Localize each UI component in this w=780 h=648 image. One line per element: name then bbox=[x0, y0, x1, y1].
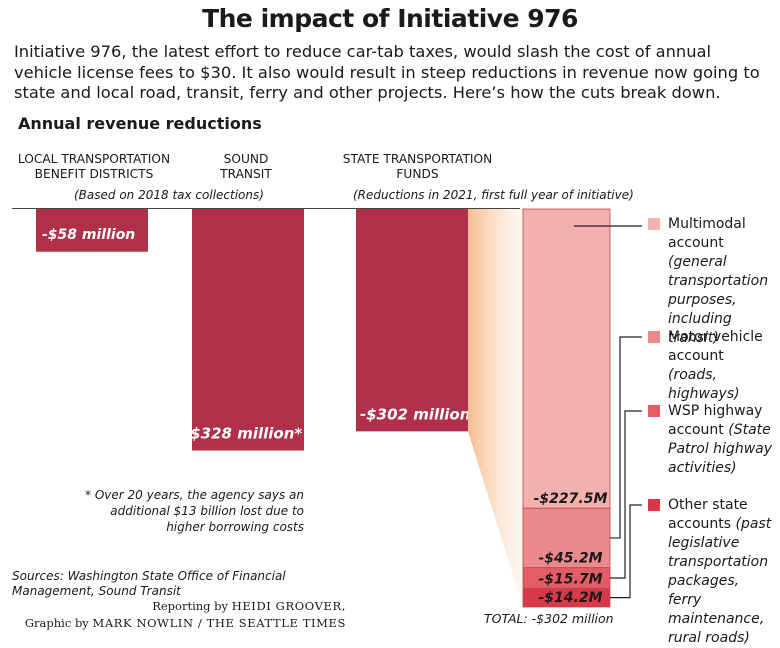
reporting-prefix: Reporting by bbox=[152, 599, 229, 613]
artist-name: MARK NOWLIN / THE SEATTLE TIMES bbox=[92, 616, 346, 630]
note-2018: (Based on 2018 tax collections) bbox=[74, 188, 264, 202]
legend-motor-vehicle: Motor vehicle account (roads, highways) bbox=[648, 328, 776, 404]
segment-label-wsp-highway: -$15.7M bbox=[538, 571, 602, 587]
legend-name: Multimodal account bbox=[668, 216, 746, 251]
section-label: Annual revenue reductions bbox=[18, 114, 262, 133]
leader-line bbox=[610, 410, 642, 579]
legend-swatch bbox=[648, 331, 660, 343]
segment-label-motor-vehicle: -$45.2M bbox=[538, 551, 602, 567]
bar-label-sound: -$328 million* bbox=[184, 425, 302, 443]
bar-label-state: -$302 million bbox=[360, 405, 470, 423]
sound-column-heading: SOUND TRANSIT bbox=[220, 152, 272, 181]
credits: Reporting by HEIDI GROOVER, Graphic by M… bbox=[20, 598, 346, 632]
segment-motor-vehicle bbox=[522, 507, 611, 569]
legend-description: (roads, highways) bbox=[668, 367, 740, 402]
legend-other-state: Other state accounts (past legislative t… bbox=[648, 496, 776, 648]
legend-description: (past legislative transportation package… bbox=[668, 516, 772, 646]
state-column-heading: STATE TRANSPORTATION FUNDS bbox=[342, 152, 493, 181]
sources: Sources: Washington State Office of Fina… bbox=[12, 569, 286, 598]
legend-description: (State Patrol highway activities) bbox=[668, 422, 773, 476]
intro-text: Initiative 976, the latest effort to red… bbox=[14, 42, 760, 102]
chart-canvas: -$58 million-$328 million*-$302 million … bbox=[12, 208, 642, 608]
leader-line bbox=[610, 504, 642, 599]
legend-swatch bbox=[648, 218, 660, 230]
graphic-prefix: Graphic by bbox=[24, 616, 89, 630]
segment-label-other-state: -$14.2M bbox=[538, 590, 602, 606]
legend-name: WSP highway account bbox=[668, 403, 763, 438]
legend-multimodal: Multimodal account (general transportati… bbox=[648, 215, 776, 348]
local-column-heading: LOCAL TRANSPORTATION BENEFIT DISTRICTS bbox=[17, 152, 171, 181]
note-2021: (Reductions in 2021, first full year of … bbox=[353, 188, 634, 202]
legend-swatch bbox=[648, 499, 660, 511]
segment-label-multimodal: -$227.5M bbox=[534, 491, 608, 507]
reporter-name: HEIDI GROOVER, bbox=[231, 599, 346, 613]
legend-wsp-highway: WSP highway account (State Patrol highwa… bbox=[648, 402, 776, 478]
bar-sound-transit bbox=[192, 209, 304, 451]
legend-description: (general transportation purposes, includ… bbox=[668, 254, 769, 346]
legend-name: Motor vehicle account bbox=[668, 329, 763, 364]
footnote: * Over 20 years, the agency says an addi… bbox=[85, 488, 304, 534]
total-label: TOTAL: -$302 million bbox=[484, 611, 614, 626]
legend-swatch bbox=[648, 405, 660, 417]
legend-name: Other state accounts bbox=[668, 497, 748, 532]
bar-label-local: -$58 million bbox=[42, 227, 135, 243]
breakdown-connector bbox=[468, 209, 523, 607]
bar-state-transportation bbox=[356, 209, 468, 432]
segment-multimodal bbox=[522, 208, 611, 509]
chart-title: The impact of Initiative 976 bbox=[202, 4, 578, 33]
leader-line bbox=[610, 336, 642, 539]
bar-local-transportation bbox=[36, 209, 148, 252]
